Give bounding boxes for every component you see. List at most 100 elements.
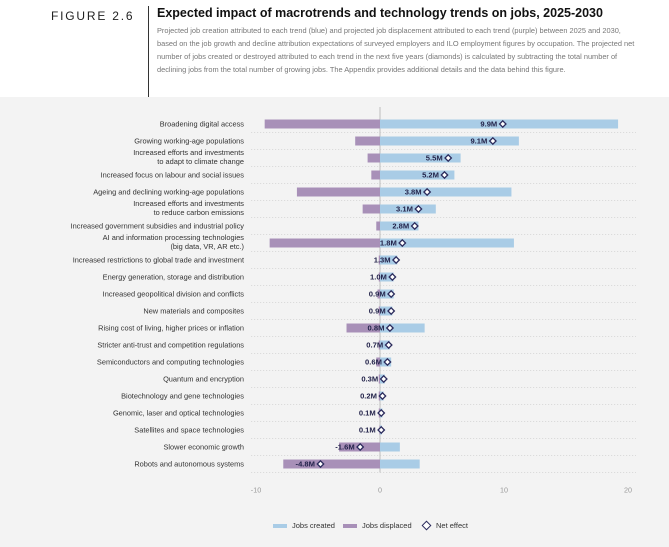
bar-jobs-displaced: [378, 374, 380, 384]
bar-jobs-displaced: [376, 357, 380, 367]
x-tick-label: 0: [378, 486, 382, 495]
net-effect-label: 0.6M: [365, 358, 382, 367]
net-effect-label: 0.7M: [366, 341, 383, 350]
net-effect-diamond: [410, 221, 419, 231]
net-effect-label: 0.9M: [369, 290, 386, 299]
row-label: AI and information processing technologi…: [103, 233, 245, 251]
chart-subtitle: Projected job creation attributed to eac…: [157, 26, 635, 74]
net-effect-label: 1.0M: [370, 273, 387, 282]
net-effect-label: 0.3M: [361, 375, 378, 384]
bar-chart: Broadening digital access 9.9M Growing wor…: [71, 107, 636, 495]
bar-jobs-displaced: [296, 187, 380, 197]
x-tick-label: 20: [624, 486, 632, 495]
net-effect-diamond: [377, 425, 386, 435]
bar-jobs-displaced: [378, 272, 380, 282]
net-effect-label: 9.1M: [470, 137, 487, 146]
net-effect-diamond: [383, 357, 392, 367]
net-effect-diamond: [398, 238, 407, 248]
row-label: Biotechnology and gene technologies: [121, 392, 244, 401]
chart-background: [0, 97, 669, 547]
net-effect-label: -1.6M: [335, 443, 354, 452]
legend-label-displaced: Jobs displaced: [362, 521, 412, 530]
row-label: Quantum and encryption: [163, 375, 244, 384]
legend-label-created: Jobs created: [292, 521, 335, 530]
bar-jobs-created: [380, 238, 514, 248]
bar-jobs-created: [380, 255, 398, 265]
row-label: Rising cost of living, higher prices or …: [98, 324, 244, 333]
bar-jobs-created: [380, 136, 519, 146]
legend-swatch-created: [273, 523, 287, 528]
bar-jobs-displaced: [283, 459, 380, 469]
x-tick-label: -10: [251, 486, 261, 495]
bar-jobs-created: [380, 187, 512, 197]
net-effect-diamond: [498, 119, 507, 129]
legend-diamond-icon: [421, 520, 432, 531]
row-label: Increased efforts and investments to redu…: [133, 199, 244, 217]
bar-jobs-created: [380, 289, 394, 299]
bar-jobs-created: [380, 170, 455, 180]
row-label: Broadening digital access: [160, 120, 245, 129]
row-label: Slower economic growth: [163, 443, 244, 452]
net-effect-diamond: [377, 408, 386, 418]
bar-jobs-displaced: [355, 136, 380, 146]
bar-jobs-created: [380, 204, 436, 214]
bar-jobs-displaced: [378, 306, 380, 316]
net-effect-diamond: [423, 187, 432, 197]
row-label: Increased focus on labour and social iss…: [101, 171, 245, 180]
legend-swatch-displaced: [343, 523, 357, 528]
bar-jobs-created: [380, 442, 400, 452]
net-effect-diamond: [378, 391, 387, 401]
bar-jobs-displaced: [367, 153, 380, 163]
row-label: Ageing and declining working-age populat…: [93, 188, 244, 197]
bar-jobs-displaced: [346, 323, 380, 333]
net-effect-diamond: [414, 204, 423, 214]
net-effect-label: 0.8M: [368, 324, 385, 333]
row-label: Stricter anti-trust and competition regu…: [97, 341, 244, 350]
net-effect-diamond: [392, 255, 401, 265]
net-effect-label: -4.8M: [296, 460, 315, 469]
x-tick-label: 10: [500, 486, 508, 495]
row-label: Growing working-age populations: [134, 137, 244, 146]
bar-jobs-displaced: [371, 170, 380, 180]
row-label: Satellites and space technologies: [134, 426, 244, 435]
net-effect-label: 9.9M: [480, 120, 497, 129]
net-effect-label: 3.1M: [396, 205, 413, 214]
net-effect-diamond: [379, 374, 388, 384]
row-label: Genomic, laser and optical technologies: [113, 409, 244, 418]
net-effect-diamond: [387, 306, 396, 316]
net-effect-label: 1.8M: [380, 239, 397, 248]
row-label: Increased government subsidies and indus…: [71, 222, 245, 231]
row-label: Increased geopolitical division and conf…: [103, 290, 245, 299]
net-effect-diamond: [444, 153, 453, 163]
bar-jobs-displaced: [264, 119, 380, 129]
net-effect-label: 0.2M: [360, 392, 377, 401]
net-effect-label: 0.1M: [359, 409, 376, 418]
row-label: Energy generation, storage and distribut…: [103, 273, 244, 282]
chart-legend: Jobs created Jobs displaced Net effect: [0, 520, 669, 535]
bar-jobs-displaced: [269, 238, 380, 248]
row-label: New materials and composites: [143, 307, 244, 316]
bar-jobs-created: [380, 306, 393, 316]
net-effect-diamond: [488, 136, 497, 146]
row-label: Increased efforts and investments to adap…: [133, 148, 244, 166]
bar-jobs-displaced: [378, 340, 380, 350]
bar-jobs-displaced: [376, 221, 380, 231]
bar-jobs-created: [380, 272, 394, 282]
row-label: Semiconductors and computing technologie…: [97, 358, 244, 367]
bar-jobs-displaced: [378, 255, 380, 265]
figure-label: FIGURE 2.6: [51, 9, 135, 23]
legend-item-displaced: Jobs displaced: [343, 521, 412, 530]
bar-jobs-created: [380, 323, 425, 333]
bar-jobs-created: [380, 459, 420, 469]
bar-jobs-created: [380, 221, 419, 231]
net-effect-diamond: [387, 289, 396, 299]
legend-item-net: Net effect: [421, 520, 468, 531]
bar-jobs-displaced: [377, 289, 380, 299]
net-effect-label: 2.8M: [392, 222, 409, 231]
net-effect-label: 3.8M: [405, 188, 422, 197]
bar-jobs-displaced: [362, 204, 380, 214]
row-label: Increased restrictions to global trade a…: [73, 256, 244, 265]
net-effect-diamond: [356, 442, 365, 452]
net-effect-diamond: [316, 459, 325, 469]
header-divider: [148, 6, 149, 97]
